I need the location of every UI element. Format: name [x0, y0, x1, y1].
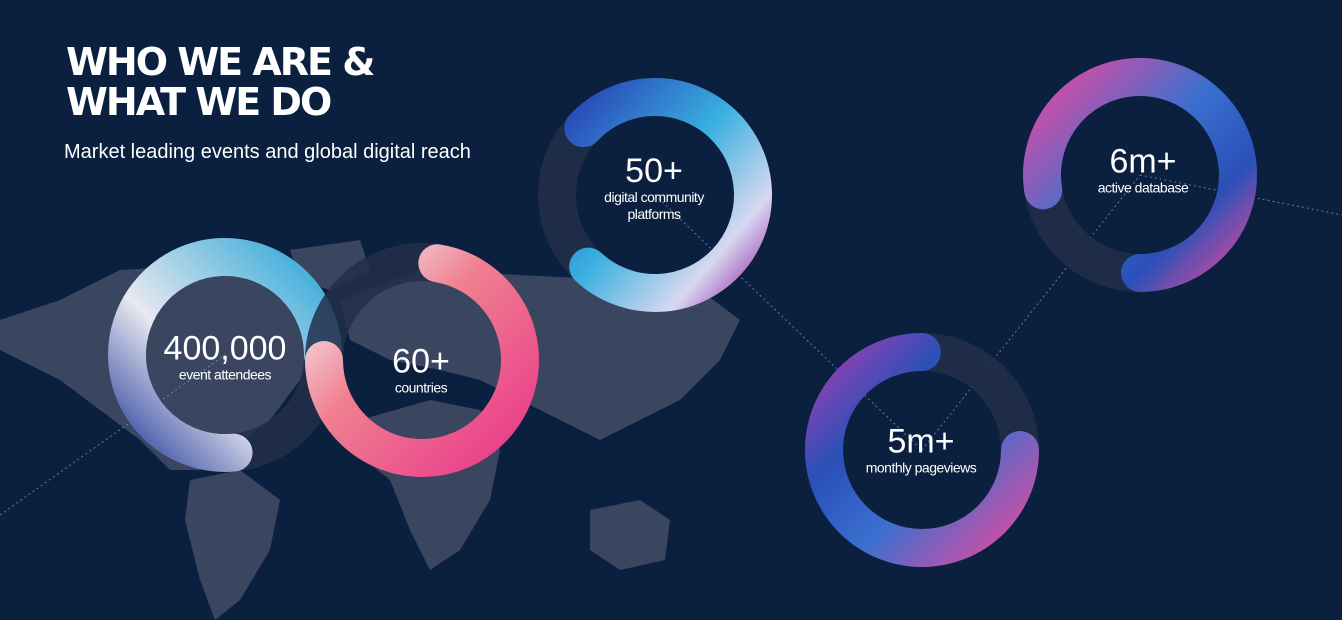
- stat-label: digital community platforms: [604, 189, 704, 222]
- stat-digital-platforms: 50+ digital community platforms: [579, 153, 729, 223]
- title-line-2: WHAT WE DO: [66, 80, 332, 124]
- map-north-america: [0, 265, 320, 470]
- ring-event-attendees-arc: [108, 238, 342, 472]
- stat-label: event attendees: [178, 366, 272, 383]
- stat-value: 6m+: [1109, 142, 1177, 181]
- stat-value: 60+: [392, 342, 450, 381]
- stat-monthly-pageviews: 5m+ monthly pageviews: [821, 424, 1021, 477]
- page-subtitle: Market leading events and global digital…: [64, 141, 471, 163]
- ring-countries-arc: [305, 244, 539, 477]
- stat-value: 50+: [625, 152, 683, 190]
- ring-active-database-arc: [1023, 58, 1257, 292]
- stat-label: countries: [394, 379, 448, 396]
- map-eurasia: [340, 270, 740, 440]
- stat-countries: 60+ countries: [321, 344, 521, 397]
- stat-value: 400,000: [163, 329, 287, 368]
- map-australia: [590, 500, 670, 570]
- page-title: WHO WE ARE & WHAT WE DO: [66, 40, 375, 124]
- stat-label: monthly pageviews: [865, 459, 977, 476]
- ring-monthly-pageviews-arc: [805, 333, 1039, 567]
- ring-digital-platforms-arc: [564, 78, 772, 312]
- stat-value: 5m+: [887, 422, 955, 461]
- stat-event-attendees: 400,000 event attendees: [125, 331, 325, 384]
- connector-lines: [0, 174, 1342, 516]
- map-south-america: [185, 470, 280, 620]
- stat-active-database: 6m+ active database: [1043, 144, 1243, 197]
- title-line-1: WHO WE ARE &: [66, 40, 375, 84]
- stat-label: active database: [1097, 179, 1189, 196]
